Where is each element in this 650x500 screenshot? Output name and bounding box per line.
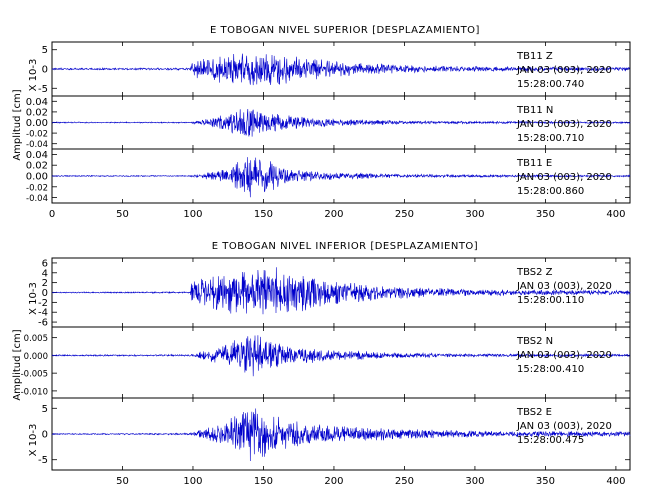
title-inferior: E TOBOGAN NIVEL INFERIOR [DESPLAZAMIENTO… — [212, 241, 478, 252]
station-label: TB11 N — [516, 105, 553, 116]
x-tick-label: 250 — [395, 476, 414, 487]
y-tick-label: -0.010 — [21, 387, 48, 397]
y-tick-label: 0.00 — [26, 118, 48, 129]
panel-tb11-z: 5 0 -5X 10-3 TB11 Z JAN 03 (003), 2020 15:28:… — [28, 41, 631, 97]
date-label: JAN 03 (003), 2020 — [516, 281, 612, 292]
y-tick-label: 4 — [42, 268, 48, 279]
y-tick-label: 0.005 — [24, 334, 48, 344]
waveform-trace — [51, 108, 631, 137]
y-tick-label: 0.04 — [26, 97, 48, 108]
y-tick-label: 0.02 — [26, 107, 48, 118]
waveform-trace — [52, 408, 631, 462]
x-tick-label: 100 — [183, 209, 202, 220]
x-tick-label: 50 — [116, 476, 129, 487]
waveform-trace — [52, 267, 631, 315]
date-label: JAN 03 (003), 2020 — [516, 172, 612, 183]
waveform-trace — [51, 157, 631, 198]
waveform-trace — [51, 53, 631, 86]
x-tick-label: 400 — [606, 476, 625, 487]
time-label: 15:28:00.710 — [517, 133, 584, 144]
figure-superior: E TOBOGAN NIVEL SUPERIOR [DESPLAZAMIENTO… — [12, 25, 631, 220]
panel-ylabel: X 10-3 — [28, 424, 39, 457]
x-tick-label: 350 — [536, 476, 555, 487]
panel-ylabel: X 10-3 — [28, 59, 39, 92]
x-tick-label: 0 — [49, 209, 55, 220]
y-tick-label: 2 — [42, 278, 48, 289]
title-superior: E TOBOGAN NIVEL SUPERIOR [DESPLAZAMIENTO… — [210, 25, 480, 36]
station-label: TBS2 E — [516, 407, 552, 418]
panel-tbs2-e: 5 0 -5X 10-3 TBS2 E JAN 03 (003), 2020 15:28:… — [28, 397, 631, 471]
x-tick-label: 300 — [465, 209, 484, 220]
y-tick-label: 0.04 — [26, 150, 48, 161]
y-tick-label: 0.00 — [26, 172, 48, 183]
x-tick-label: 100 — [183, 476, 202, 487]
y-tick-label: 0 — [42, 430, 48, 441]
y-tick-label: -0.04 — [26, 140, 48, 150]
y-tick-label: 0 — [42, 65, 48, 76]
date-label: JAN 03 (003), 2020 — [516, 421, 612, 432]
y-tick-label: -6 — [38, 318, 48, 329]
x-tick-label: 150 — [254, 209, 273, 220]
y-tick-label: -5 — [38, 84, 48, 95]
x-tick-label: 50 — [116, 209, 129, 220]
y-tick-label: 0 — [42, 288, 48, 299]
y-tick-label: 0.02 — [26, 161, 48, 172]
x-tick-label: 200 — [324, 476, 343, 487]
y-tick-label: -2 — [38, 298, 48, 309]
figure-inferior: E TOBOGAN NIVEL INFERIOR [DESPLAZAMIENTO… — [12, 241, 631, 487]
date-label: JAN 03 (003), 2020 — [516, 119, 612, 130]
panel-ylabel: X 10-3 — [28, 282, 39, 315]
date-label: JAN 03 (003), 2020 — [516, 65, 612, 76]
y-tick-label: -0.02 — [26, 130, 48, 140]
time-label: 15:28:00.410 — [517, 364, 584, 375]
time-label: 15:28:00.110 — [517, 295, 584, 306]
y-tick-label: 5 — [42, 45, 48, 56]
y-tick-label: -0.005 — [21, 370, 48, 380]
station-label: TBS2 Z — [516, 267, 553, 278]
x-tick-label: 150 — [254, 476, 273, 487]
x-tick-label: 200 — [324, 209, 343, 220]
common-ylabel-superior: Amplitud [cm] — [12, 89, 23, 160]
waveform-trace — [51, 335, 631, 377]
y-tick-label: 6 — [42, 258, 48, 269]
panel-tb11-n: 0.040.020.00-0.02-0.04 TB11 N JAN 03 (003)… — [26, 95, 631, 150]
time-label: 15:28:00.740 — [517, 79, 584, 90]
y-tick-label: -4 — [38, 308, 48, 319]
time-label: 15:28:00.860 — [517, 186, 584, 197]
station-label: TB11 Z — [516, 51, 553, 62]
common-ylabel-inferior: Amplitud [cm] — [12, 329, 23, 400]
x-tick-label: 400 — [606, 209, 625, 220]
x-tick-label: 250 — [395, 209, 414, 220]
panel-tbs2-n: 0.005 0.000 -0.005 -0.010 TBS2 N JAN 03 (003)… — [21, 326, 631, 399]
y-tick-label: -0.04 — [26, 194, 48, 204]
y-tick-label: -0.02 — [26, 183, 48, 193]
date-label: JAN 03 (003), 2020 — [516, 350, 612, 361]
y-tick-label: 5 — [42, 404, 48, 415]
panel-tb11-e: 0.040.020.00-0.02-0.04 TB11 E JAN 03 (003)… — [26, 148, 631, 204]
station-label: TBS2 N — [516, 336, 553, 347]
x-tick-label: 350 — [536, 209, 555, 220]
time-label: 15:28:00.475 — [517, 435, 584, 446]
y-tick-label: 0.000 — [24, 352, 48, 362]
y-tick-label: -5 — [38, 455, 48, 466]
station-label: TB11 E — [516, 158, 552, 169]
x-tick-label: 300 — [465, 476, 484, 487]
